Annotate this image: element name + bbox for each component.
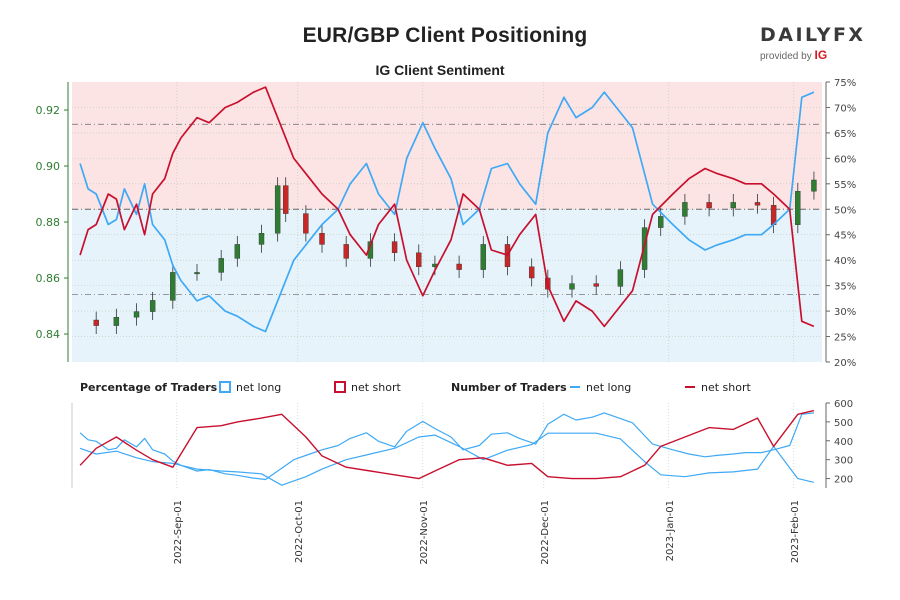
candle — [391, 241, 398, 254]
candle — [480, 244, 486, 270]
candle — [658, 216, 664, 228]
legend-pct-long-label: net long — [236, 381, 281, 394]
candle — [682, 202, 688, 217]
percent-tick-label: 75% — [834, 78, 856, 89]
percent-tick-label: 60% — [834, 154, 856, 165]
candle — [149, 300, 156, 312]
legend-pct-short-label: net short — [351, 381, 402, 394]
traders-tick-label: 600 — [834, 399, 853, 410]
main-panel-axes: 0.84 0.86 0.88 0.90 0.92 20% 25% 30% 35% 40% 45% 50… — [36, 78, 857, 369]
candle — [133, 311, 140, 318]
candle — [343, 244, 349, 259]
dailyfx-logo: DAILYFX provided by IG — [760, 24, 870, 62]
candle — [258, 232, 265, 245]
percent-tick-label: 50% — [834, 205, 856, 216]
percent-tick-label: 55% — [834, 180, 856, 191]
traders-tick-label: 400 — [834, 437, 853, 448]
percent-tick-label: 40% — [834, 256, 856, 267]
traders-tick-label: 300 — [834, 456, 853, 467]
candle — [593, 283, 599, 287]
candle — [416, 252, 422, 268]
percent-tick-label: 20% — [834, 358, 856, 369]
traders-panel-grid — [176, 403, 795, 488]
ig-logo: IG — [814, 48, 828, 62]
candle — [93, 319, 99, 326]
x-tick-label: 2022-Oct-01 — [294, 500, 305, 563]
percent-tick-label: 45% — [834, 231, 856, 242]
candle — [194, 272, 200, 275]
price-tick-label: 0.84 — [36, 328, 61, 341]
candle — [319, 232, 325, 245]
legend: Percentage of Traders net long net short… — [80, 381, 752, 394]
percent-tick-label: 65% — [834, 129, 856, 140]
sub-pct-net-long-line — [79, 412, 814, 481]
date-axis-labels: 2022-Sep-01 2022-Oct-01 2022-Nov-01 2022-De… — [173, 500, 801, 565]
candle — [811, 179, 817, 192]
candle — [795, 190, 801, 225]
candle — [274, 185, 281, 234]
legend-pct-long-swatch — [219, 381, 231, 393]
num-net-short-line — [79, 409, 815, 480]
candle — [218, 258, 224, 273]
candle — [730, 202, 736, 209]
candle — [234, 244, 241, 259]
percent-tick-label: 30% — [834, 307, 856, 318]
price-tick-label: 0.88 — [36, 216, 61, 229]
traders-panel-axes: 200 300 400 500 600 — [71, 399, 853, 488]
candle — [303, 213, 309, 234]
pct-net-long-line — [79, 91, 815, 333]
price-tick-label: 0.86 — [36, 272, 61, 285]
candle — [528, 266, 535, 279]
candle — [170, 272, 176, 301]
percent-tick-label: 25% — [834, 333, 856, 344]
candle — [283, 185, 289, 214]
candle — [569, 283, 575, 290]
logo-wordmark: DAILYFX — [760, 24, 870, 46]
x-tick-label: 2023-Jan-01 — [665, 500, 676, 561]
legend-num-heading: Number of Traders — [451, 381, 567, 394]
x-tick-label: 2023-Feb-01 — [790, 500, 801, 563]
logo-provided-text: provided by — [760, 51, 812, 62]
net-short-zone — [72, 82, 822, 210]
price-tick-label: 0.90 — [36, 160, 61, 173]
percent-tick-label: 35% — [834, 282, 856, 293]
candle — [754, 202, 761, 206]
legend-pct-heading: Percentage of Traders — [80, 381, 218, 394]
traders-tick-label: 200 — [834, 475, 853, 486]
legend-pct-short-swatch — [334, 381, 346, 393]
candle — [641, 227, 648, 270]
pct-net-short-line — [79, 86, 815, 328]
logo-word-fx: FX — [832, 24, 866, 46]
main-panel-grid — [72, 82, 822, 362]
logo-word-daily: DAILY — [760, 24, 833, 46]
candle — [113, 317, 120, 326]
traders-tick-label: 500 — [834, 418, 853, 429]
candle — [617, 269, 624, 287]
candle — [456, 263, 462, 270]
x-tick-label: 2022-Sep-01 — [173, 500, 184, 564]
percent-tick-label: 70% — [834, 103, 856, 114]
x-tick-label: 2022-Nov-01 — [419, 500, 430, 565]
chart-title: EUR/GBP Client Positioning — [302, 24, 588, 47]
main-panel-series — [79, 86, 817, 334]
traders-panel-series — [79, 409, 815, 486]
chart-subtitle: IG Client Sentiment — [375, 62, 505, 78]
legend-num-short-label: net short — [701, 381, 752, 394]
price-tick-label: 0.92 — [36, 104, 61, 117]
num-net-long-line — [79, 432, 815, 486]
x-tick-label: 2022-Dec-01 — [540, 500, 551, 565]
legend-num-long-label: net long — [586, 381, 631, 394]
logo-provided-by: provided by IG — [760, 48, 870, 62]
candle — [706, 202, 712, 209]
